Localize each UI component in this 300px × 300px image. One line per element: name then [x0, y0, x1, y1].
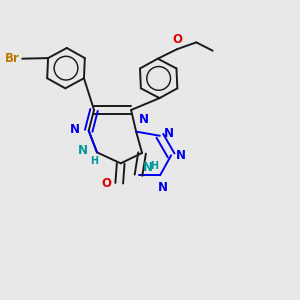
Text: N: N [158, 181, 167, 194]
Text: N: N [143, 161, 153, 174]
Text: O: O [172, 33, 182, 46]
Text: N: N [176, 149, 186, 162]
Text: N: N [70, 123, 80, 136]
Text: O: O [101, 177, 111, 190]
Text: H: H [150, 161, 158, 171]
Text: N: N [139, 113, 148, 126]
Text: N: N [164, 128, 173, 140]
Text: N: N [78, 144, 88, 157]
Text: Br: Br [4, 52, 19, 65]
Text: H: H [90, 156, 98, 166]
